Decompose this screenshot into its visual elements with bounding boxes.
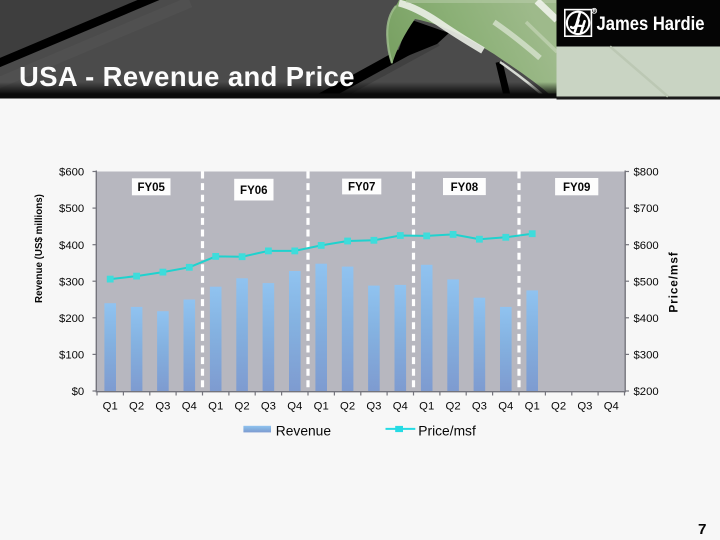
svg-text:Q3: Q3 [366,400,381,412]
svg-text:Price/msf: Price/msf [667,251,681,312]
svg-text:7: 7 [698,521,706,538]
svg-text:Q2: Q2 [235,400,250,412]
svg-text:$300: $300 [634,350,659,362]
svg-text:Q1: Q1 [525,400,540,412]
svg-text:Q4: Q4 [393,400,408,412]
svg-text:$500: $500 [634,276,659,288]
svg-text:Q4: Q4 [287,400,302,412]
svg-text:Q1: Q1 [103,400,118,412]
svg-text:Q3: Q3 [577,400,592,412]
svg-text:$600: $600 [634,240,659,252]
svg-text:Q1: Q1 [419,400,434,412]
svg-text:Q1: Q1 [208,400,223,412]
svg-text:Q2: Q2 [446,400,461,412]
svg-text:Price/msf: Price/msf [418,423,476,438]
svg-text:USA - Revenue and Price: USA - Revenue and Price [19,61,355,92]
svg-text:$400: $400 [634,313,659,325]
svg-text:$400: $400 [59,240,84,252]
svg-text:Revenue: Revenue [276,423,332,438]
svg-text:Q3: Q3 [155,400,170,412]
svg-text:$500: $500 [59,203,84,215]
svg-text:Q2: Q2 [129,400,144,412]
svg-text:$600: $600 [59,167,84,179]
svg-text:$300: $300 [59,276,84,288]
svg-text:$700: $700 [634,203,659,215]
svg-text:FY05: FY05 [137,182,165,194]
svg-text:FY06: FY06 [240,185,268,197]
svg-text:FY07: FY07 [348,182,376,194]
svg-text:Q4: Q4 [604,400,619,412]
svg-text:$200: $200 [59,313,84,325]
svg-text:Q1: Q1 [314,400,329,412]
svg-text:Q2: Q2 [340,400,355,412]
svg-text:FY09: FY09 [563,182,591,194]
svg-text:FY08: FY08 [451,182,479,194]
svg-text:Q4: Q4 [498,400,513,412]
svg-text:$800: $800 [634,167,659,179]
svg-text:Q2: Q2 [551,400,566,412]
svg-text:Q3: Q3 [472,400,487,412]
svg-text:$200: $200 [634,386,659,398]
svg-text:Q3: Q3 [261,400,276,412]
svg-text:Revenue (US$ millions): Revenue (US$ millions) [34,194,45,303]
svg-text:James Hardie: James Hardie [597,13,705,35]
svg-text:Q4: Q4 [182,400,197,412]
svg-text:$0: $0 [72,386,85,398]
svg-text:$100: $100 [59,350,84,362]
